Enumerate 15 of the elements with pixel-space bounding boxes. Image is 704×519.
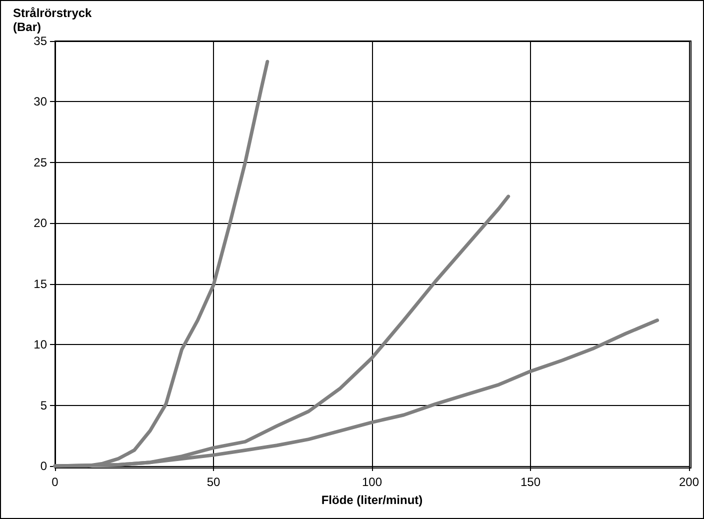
x-tick-label: 200 — [678, 475, 700, 489]
y-axis-title: Strålrörstryck (Bar) — [13, 6, 92, 34]
y-tick-label: 0 — [40, 459, 48, 473]
x-axis-title: Flöde (liter/minut) — [321, 493, 423, 507]
y-tick-label: 5 — [40, 398, 48, 412]
y-tick-label: 10 — [34, 338, 48, 352]
x-tick-label: 100 — [362, 475, 382, 489]
y-tick-label: 25 — [34, 155, 48, 170]
y-tick-label: 30 — [34, 94, 48, 109]
y-tick-label: 20 — [34, 216, 48, 230]
x-tick-label: 150 — [520, 475, 541, 489]
y-tick-label: 35 — [34, 34, 48, 48]
x-tick-label: 50 — [206, 475, 220, 489]
y-tick-label: 15 — [34, 276, 48, 291]
x-tick-label: 0 — [52, 475, 59, 489]
